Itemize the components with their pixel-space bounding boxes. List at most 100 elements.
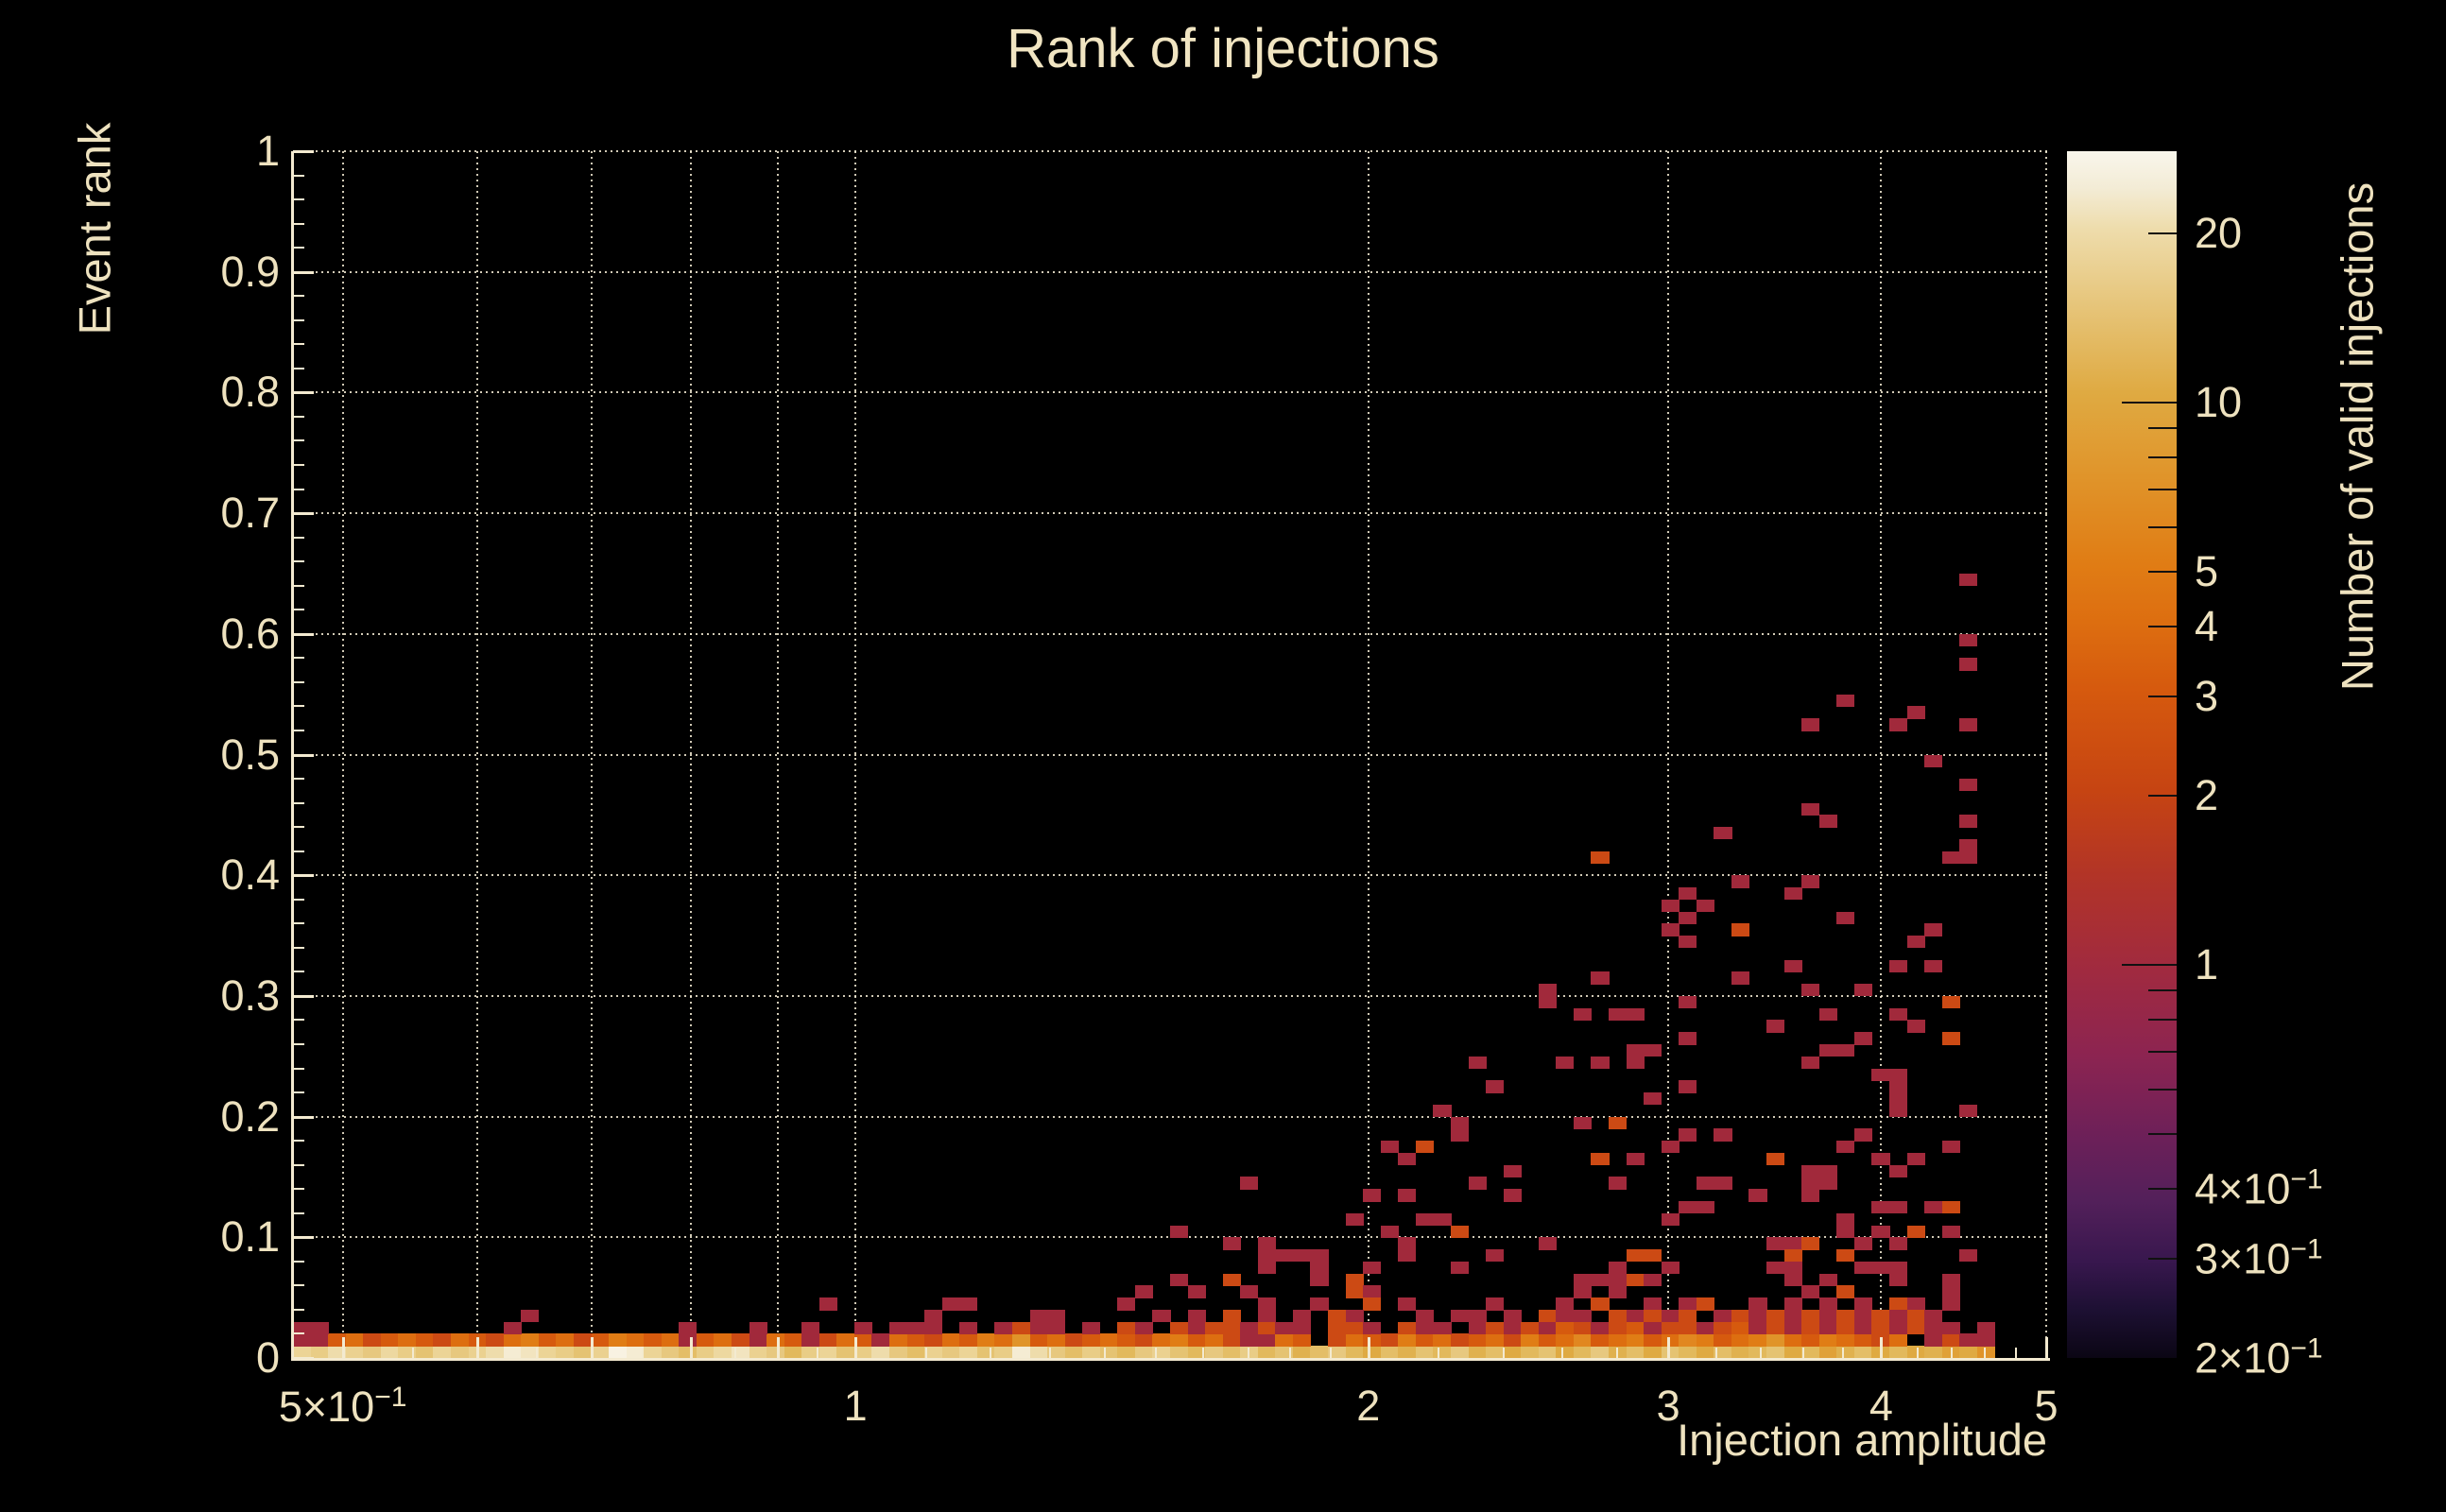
histogram-cell: [1696, 1321, 1714, 1335]
histogram-cell: [679, 1346, 698, 1359]
histogram-cell: [1521, 1333, 1540, 1347]
histogram-cell: [1801, 718, 1820, 731]
y-minor-tick: [293, 729, 304, 731]
histogram-cell: [1801, 1164, 1820, 1178]
histogram-cell: [1731, 1321, 1750, 1335]
histogram-cell: [1731, 875, 1750, 888]
histogram-cell: [1538, 1237, 1557, 1250]
histogram-cell: [1486, 1249, 1505, 1263]
y-minor-tick: [293, 439, 304, 442]
histogram-cell: [591, 1333, 610, 1347]
histogram-cell: [1591, 1346, 1610, 1359]
histogram-cell: [1117, 1297, 1136, 1311]
histogram-cell: [1959, 838, 1978, 852]
histogram-cell: [1363, 1261, 1382, 1275]
histogram-cell: [1888, 1092, 1908, 1106]
histogram-cell: [1941, 1297, 1960, 1311]
histogram-cell: [1748, 1189, 1767, 1202]
histogram-cell: [609, 1333, 628, 1347]
histogram-cell: [1959, 718, 1978, 731]
histogram-cell: [1801, 1285, 1820, 1298]
histogram-cell: [749, 1333, 767, 1347]
y-minor-tick: [293, 560, 304, 563]
histogram-cell: [1556, 1309, 1575, 1323]
histogram-cell: [1661, 1321, 1679, 1335]
histogram-cell: [1644, 1333, 1662, 1347]
histogram-cell: [1853, 1032, 1872, 1045]
histogram-cell: [1345, 1321, 1364, 1335]
histogram-cell: [1941, 1285, 1960, 1298]
histogram-cell: [679, 1333, 698, 1347]
histogram-cell: [1888, 1007, 1908, 1022]
y-minor-tick: [293, 1115, 304, 1118]
histogram-cell: [626, 1333, 645, 1347]
y-minor-tick: [293, 1140, 304, 1143]
x-minor-tick: [1329, 1348, 1332, 1358]
y-minor-tick: [293, 632, 304, 635]
histogram-cell: [1538, 1346, 1557, 1359]
histogram-cell: [1836, 1309, 1855, 1323]
histogram-cell: [1801, 1309, 1820, 1323]
histogram-cell: [941, 1346, 960, 1359]
histogram-cell: [1941, 1321, 1960, 1335]
histogram-cell: [1801, 875, 1820, 888]
histogram-cell: [1731, 1346, 1750, 1359]
y-minor-tick: [293, 415, 304, 418]
histogram-cell: [1573, 1321, 1593, 1335]
gridline-vertical: [689, 151, 692, 1358]
histogram-cell: [924, 1321, 943, 1335]
histogram-cell: [1468, 1346, 1487, 1359]
histogram-cell: [1345, 1212, 1364, 1227]
histogram-cell: [1818, 1273, 1837, 1286]
colorbar-minor-tick: [2148, 1187, 2177, 1190]
gridline-horizontal: [293, 150, 2047, 152]
histogram-cell: [486, 1333, 505, 1347]
y-minor-tick: [293, 801, 304, 804]
histogram-cell: [1661, 1141, 1679, 1154]
histogram-cell: [1134, 1346, 1154, 1359]
histogram-cell: [1328, 1309, 1347, 1323]
histogram-cell: [749, 1346, 767, 1359]
histogram-cell: [538, 1333, 557, 1347]
gridline-vertical: [590, 151, 593, 1358]
histogram-cell: [1328, 1333, 1347, 1347]
histogram-cell: [1766, 1321, 1785, 1335]
histogram-cell: [1573, 1007, 1593, 1022]
y-minor-tick: [293, 1188, 304, 1191]
histogram-cell: [1556, 1321, 1575, 1335]
histogram-cell: [1906, 706, 1925, 719]
x-tick-label: 5×10−1: [278, 1382, 407, 1431]
histogram-cell: [1818, 1297, 1837, 1311]
histogram-cell: [1783, 886, 1802, 901]
x-minor-tick: [1202, 1348, 1205, 1358]
histogram-cell: [1644, 1043, 1662, 1057]
histogram-cell: [1187, 1285, 1206, 1298]
histogram-cell: [696, 1346, 715, 1359]
histogram-cell: [1029, 1309, 1048, 1323]
histogram-cell: [1398, 1249, 1417, 1263]
histogram-cell: [1783, 1346, 1802, 1359]
histogram-cell: [1959, 573, 1978, 587]
histogram-cell: [1609, 1273, 1628, 1286]
histogram-cell: [1644, 1297, 1662, 1311]
histogram-cell: [836, 1333, 855, 1347]
histogram-cell: [1783, 1237, 1802, 1250]
histogram-cell: [1888, 959, 1908, 972]
histogram-cell: [1801, 1177, 1820, 1190]
y-minor-tick: [293, 1308, 304, 1311]
histogram-cell: [1871, 1321, 1890, 1335]
histogram-cell: [1679, 1080, 1697, 1093]
histogram-cell: [1205, 1346, 1224, 1359]
histogram-cell: [1731, 1309, 1750, 1323]
histogram-cell: [1644, 1346, 1662, 1359]
histogram-cell: [1292, 1249, 1312, 1263]
histogram-cell: [1783, 1273, 1802, 1286]
histogram-cell: [1714, 1333, 1732, 1347]
histogram-cell: [1679, 1333, 1697, 1347]
colorbar-tick-label: 1: [2195, 940, 2219, 989]
histogram-cell: [1099, 1333, 1118, 1347]
histogram-cell: [1888, 1261, 1908, 1275]
x-tick-label: 5: [2034, 1382, 2058, 1430]
histogram-cell: [1573, 1346, 1593, 1359]
